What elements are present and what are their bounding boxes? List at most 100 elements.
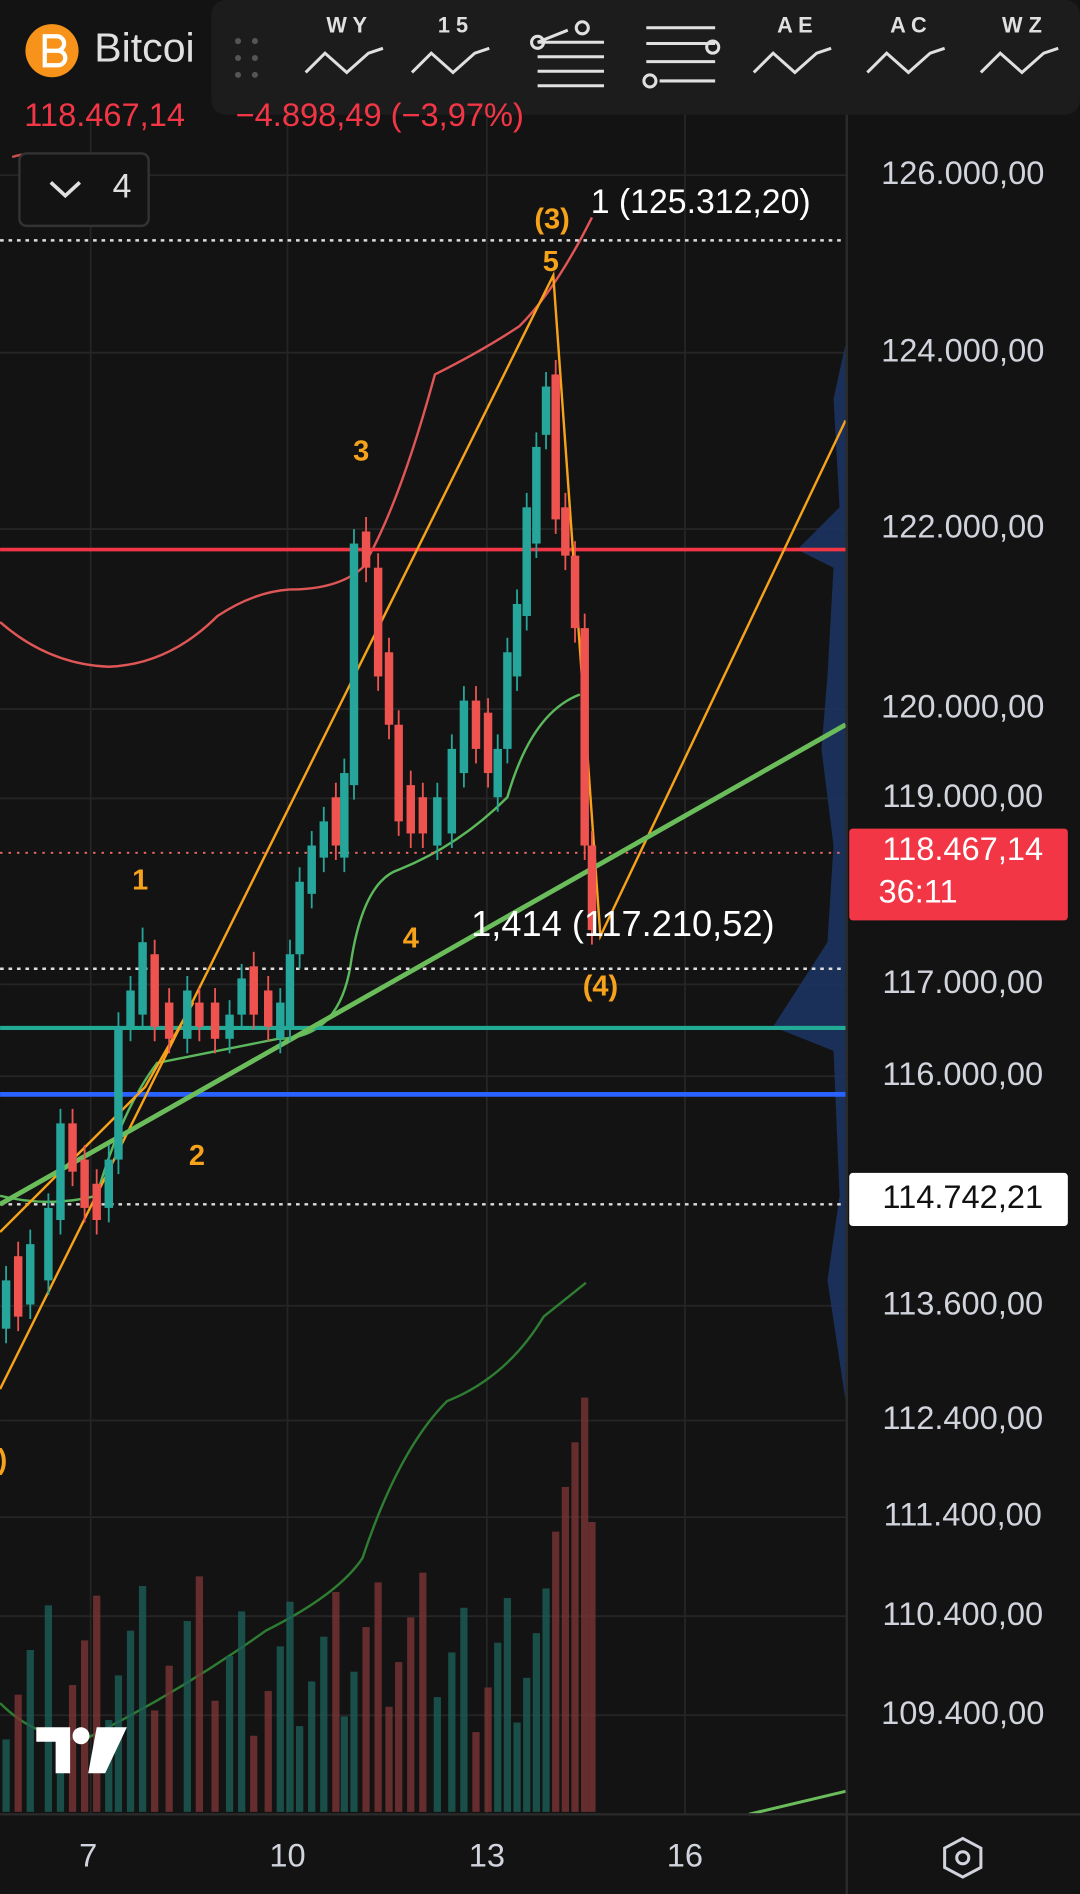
fib-label: 1 (125.312,20) — [591, 183, 811, 221]
tool-icon[interactable] — [979, 46, 1059, 75]
volume-bar — [211, 1700, 219, 1812]
candle-body — [126, 990, 135, 1027]
candle-body — [1, 1280, 11, 1329]
settings-icon — [955, 1850, 971, 1866]
candle-body — [319, 821, 329, 858]
volume-bar — [581, 1397, 589, 1812]
volume-bar — [93, 1595, 101, 1812]
volume-bar — [419, 1572, 427, 1812]
tool-letters[interactable]: W Y — [326, 12, 367, 37]
price-marker-tag — [849, 1172, 1068, 1227]
candle-body — [295, 881, 304, 955]
indicator-collapse-button[interactable] — [18, 152, 150, 228]
volume-bar — [68, 1685, 77, 1812]
wave-label: (3) — [534, 204, 569, 236]
candle-body — [68, 1123, 77, 1172]
bar-countdown: 36:11 — [878, 872, 957, 909]
drag-handle[interactable] — [235, 38, 258, 78]
price-axis-label: 119.000,00 — [882, 777, 1043, 814]
candle-body — [195, 1002, 204, 1027]
indicator-count: 4 — [113, 167, 132, 205]
volume-bar — [588, 1521, 596, 1812]
chevron-icon — [49, 181, 82, 199]
candle-body — [551, 374, 560, 520]
tool-letters[interactable]: W Z — [1002, 12, 1042, 37]
candle-body — [384, 652, 394, 725]
volume-bar — [503, 1598, 512, 1812]
tool-icon[interactable] — [304, 46, 384, 75]
candle-body — [373, 567, 383, 677]
volume-bar — [340, 1716, 348, 1812]
candle-body — [210, 1002, 220, 1039]
candle-body — [447, 748, 457, 834]
volume-bar — [250, 1735, 258, 1812]
volume-bar — [472, 1732, 480, 1812]
candle-body — [570, 555, 580, 629]
volume-bar — [395, 1662, 403, 1812]
candle-body — [92, 1183, 101, 1220]
symbol-icon-glyph — [42, 34, 68, 68]
volume-bar — [433, 1697, 441, 1812]
price-axis-label: 122.000,00 — [881, 508, 1044, 545]
toolbar[interactable] — [211, 0, 1080, 115]
candle-body — [276, 1002, 285, 1039]
settings-button[interactable] — [943, 1836, 983, 1879]
price-axis-label: 126.000,00 — [881, 154, 1044, 191]
volume-bar — [407, 1617, 415, 1812]
price-change: −4.898,49 (−3,97%) — [236, 96, 524, 133]
candle-body — [406, 785, 415, 834]
price-axis-label: 109.400,00 — [881, 1694, 1044, 1731]
tool-icon[interactable] — [304, 20, 1059, 89]
wave-label: (4) — [583, 971, 618, 1003]
candle-body — [80, 1159, 89, 1208]
volume-bar — [552, 1531, 560, 1812]
candle-body — [532, 446, 541, 544]
volume-bar — [183, 1621, 191, 1812]
price-axis-label: 116.000,00 — [882, 1055, 1043, 1092]
price-axis-label: 112.400,00 — [882, 1399, 1043, 1436]
time-axis-label: 16 — [667, 1836, 703, 1873]
candle-body — [433, 797, 442, 846]
wave-label: 1 — [132, 864, 148, 896]
candle-body — [512, 603, 522, 677]
volume-bar — [385, 1706, 393, 1812]
volume-bar — [105, 1720, 113, 1812]
wave-label: ) — [0, 1444, 7, 1476]
tool-letters[interactable]: 1 5 — [438, 12, 468, 37]
volume-profile — [773, 344, 846, 1402]
tool-letters[interactable]: A E — [777, 12, 812, 37]
tool-icon[interactable] — [752, 46, 832, 75]
price-axis-label: 117.000,00 — [882, 963, 1043, 1000]
candle-body — [13, 1256, 23, 1317]
time-axis-label: 13 — [469, 1836, 505, 1873]
volume-bar — [264, 1691, 272, 1812]
tradingview-logo — [36, 1727, 127, 1774]
candle-body — [541, 386, 551, 435]
candle-body — [522, 507, 531, 617]
volume-bar — [80, 1640, 89, 1812]
candle-body — [225, 1014, 234, 1039]
candle-body — [580, 628, 589, 846]
marker-price: 114.742,21 — [882, 1178, 1043, 1215]
volume-bar — [44, 1605, 53, 1812]
candle-body — [340, 773, 349, 858]
price-axis-label: 111.400,00 — [884, 1496, 1042, 1533]
candle-body — [263, 990, 273, 1027]
wave-label: 5 — [543, 246, 559, 278]
candle-body — [459, 700, 469, 774]
candle-body — [349, 543, 359, 786]
last-price: 118.467,14 — [24, 96, 185, 133]
candle-body — [114, 1026, 123, 1160]
candle-body — [164, 1002, 174, 1039]
candle-body — [56, 1123, 65, 1220]
volume-bar — [138, 1585, 147, 1812]
tool-icon[interactable] — [866, 46, 946, 75]
tool-letters[interactable]: A C — [890, 12, 927, 37]
tool-icon[interactable] — [410, 46, 490, 75]
volume-bar — [374, 1582, 382, 1812]
wave-label: 3 — [353, 436, 369, 468]
candle-body — [26, 1244, 35, 1305]
candle-body — [285, 954, 295, 1027]
current-price-tag — [849, 828, 1068, 921]
volume-bar — [2, 1739, 10, 1812]
